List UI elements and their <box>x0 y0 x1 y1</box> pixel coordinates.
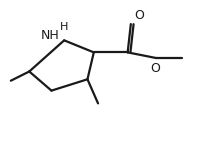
Text: H: H <box>60 22 68 32</box>
Text: NH: NH <box>41 29 60 42</box>
Text: O: O <box>150 62 160 75</box>
Text: O: O <box>134 9 144 22</box>
